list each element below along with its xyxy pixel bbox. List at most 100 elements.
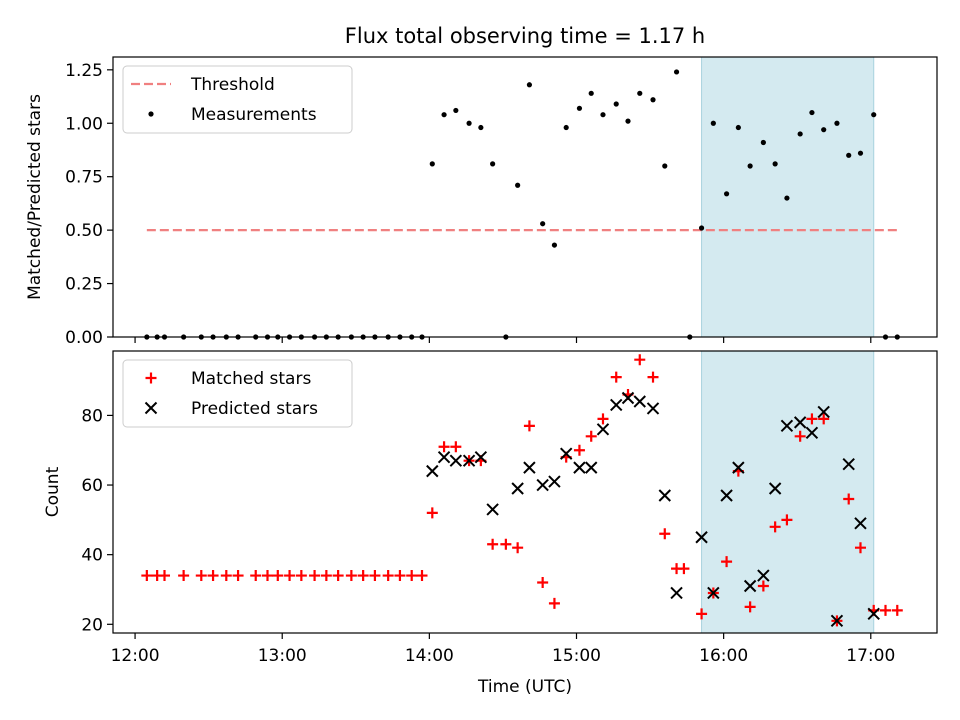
matched-star-point: [678, 563, 690, 575]
predicted-star-point: [548, 475, 561, 488]
predicted-star-point: [462, 454, 476, 467]
predicted-star-point: [585, 461, 598, 474]
top-panel: 0.00 0.25 0.50 0.75 1.00 1.25 Matched/Predict…: [25, 56, 938, 348]
chart-title: Flux total observing time = 1.17 h: [345, 24, 705, 48]
bottom-legend: Matched stars Predicted stars: [122, 359, 353, 428]
matched-star-point: [207, 570, 219, 582]
matched-star-point: [382, 570, 394, 582]
predicted-star-point: [621, 391, 635, 405]
legend-label: Measurements: [191, 105, 317, 125]
bottom-plot-frame: [112, 350, 938, 634]
predicted-star-point: [805, 426, 819, 440]
top-plot-frame: [112, 56, 938, 338]
matched-star-point: [141, 570, 153, 582]
y-tick-label: 0.25: [65, 275, 103, 295]
matched-star-point: [487, 538, 499, 550]
bottom-panel: 20 40 60 80 12:00 13:00 14:00 15:00 16:00 17:00 C…: [43, 350, 938, 697]
measurement-point: [478, 124, 484, 131]
matched-star-point: [806, 413, 818, 425]
matched-star-point: [880, 604, 891, 616]
measurement-point: [747, 163, 753, 169]
matched-star-point: [647, 371, 659, 383]
measurement-point: [871, 112, 877, 118]
matched-star-point: [159, 570, 170, 582]
matched-star-point: [357, 570, 369, 582]
matched-star-point: [843, 493, 855, 505]
legend-box: [122, 65, 353, 134]
measurement-point: [735, 124, 741, 131]
matched-star-point: [220, 570, 232, 582]
matched-star-point: [794, 430, 806, 442]
matched-star-point: [345, 570, 357, 582]
measurement-point: [698, 225, 705, 231]
x-tick-label: 12:00: [111, 646, 160, 666]
top-y-axis-label: Matched/Predicted stars: [25, 94, 45, 300]
predicted-star-point: [523, 461, 536, 474]
measurement-point: [772, 161, 778, 167]
legend-measurement-swatch: [148, 111, 154, 117]
legend-predicted-swatch: [144, 401, 158, 415]
predicted-star-point: [573, 461, 586, 474]
y-tick-label: 60: [81, 476, 103, 496]
measurement-point: [453, 107, 459, 114]
matched-star-point: [426, 507, 438, 519]
measurement-point: [723, 191, 730, 197]
x-axis-label: Time (UTC): [477, 677, 572, 697]
matched-star-point: [523, 420, 535, 432]
matched-star-point: [309, 570, 321, 582]
matched-star-point: [284, 570, 296, 582]
predicted-star-point: [720, 489, 733, 502]
matched-star-point: [573, 444, 585, 456]
matched-star-point: [250, 570, 262, 582]
matched-star-point: [818, 413, 830, 425]
y-tick-label: 1.00: [65, 114, 103, 134]
matched-star-point: [450, 441, 462, 453]
x-tick-label: 13:00: [258, 646, 307, 666]
x-tick-label: 17:00: [846, 646, 895, 666]
matched-star-point: [891, 604, 903, 616]
matched-star-point: [548, 597, 560, 609]
predicted-star-point: [854, 517, 867, 530]
predicted-star-point: [793, 416, 807, 429]
matched-star-point: [634, 354, 646, 366]
predicted-star-point: [437, 450, 451, 464]
measurement-point: [576, 105, 583, 111]
matched-star-point: [721, 556, 733, 568]
predicted-star-point: [596, 423, 610, 436]
x-tick-label: 16:00: [699, 646, 748, 666]
measurement-point: [563, 124, 569, 131]
matched-star-point: [369, 570, 381, 582]
measurement-point: [662, 163, 668, 169]
matched-star-point: [262, 570, 273, 582]
predicted-star-point: [633, 395, 646, 408]
matched-star-point: [438, 441, 450, 453]
measurement-point: [710, 120, 716, 126]
legend-box: [122, 359, 353, 428]
matched-star-point: [195, 570, 207, 582]
measurement-point: [600, 112, 606, 118]
measurement-point: [625, 118, 631, 124]
measurement-point: [490, 161, 496, 167]
measurement-point: [441, 112, 447, 118]
predicted-star-point: [695, 531, 708, 544]
matched-star-point: [272, 570, 284, 582]
y-tick-label: 0.00: [65, 328, 103, 348]
measurement-point: [540, 221, 546, 227]
measurement-point: [429, 161, 435, 167]
predicted-star-point: [559, 447, 573, 460]
legend-label: Matched stars: [191, 369, 311, 389]
predicted-star-point: [757, 569, 770, 582]
matched-star-point: [744, 601, 756, 613]
matched-star-point: [512, 542, 524, 554]
matched-star-point: [757, 580, 769, 592]
measurement-point: [650, 97, 656, 103]
predicted-star-point: [732, 461, 745, 474]
measurement-point: [526, 82, 533, 88]
measurement-point: [637, 90, 643, 96]
predicted-star-point: [743, 579, 757, 593]
matched-star-point: [178, 570, 190, 582]
predicted-star-point: [830, 614, 844, 628]
matched-star-point: [597, 413, 609, 425]
matched-star-point: [332, 570, 344, 582]
bottom-plot-marks: [141, 354, 903, 628]
